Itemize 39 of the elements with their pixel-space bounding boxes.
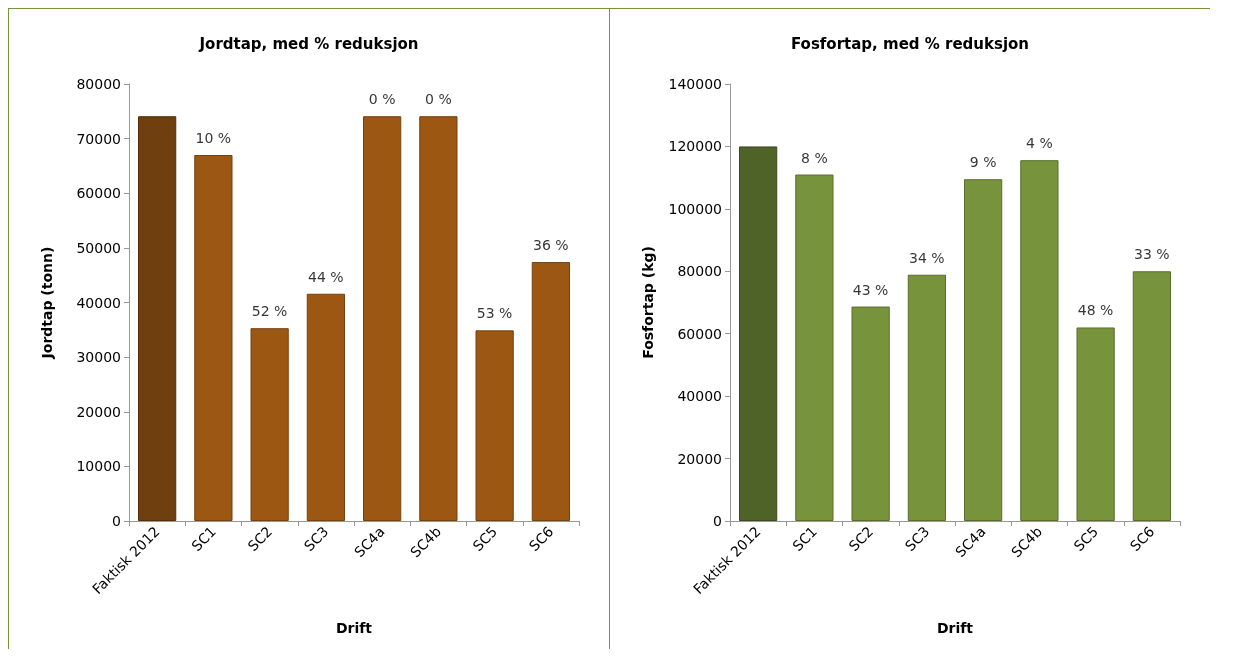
x-tick-label: SC1: [789, 523, 821, 555]
annotation: 34 %: [909, 249, 945, 266]
y-tick-label: 0: [713, 513, 722, 529]
y-tick-label: 20000: [76, 403, 121, 420]
x-tick-label: SC1: [188, 523, 220, 555]
y-tick-label: 100000: [668, 200, 722, 217]
annotation: 4 %: [1026, 135, 1053, 152]
y-axis-title: Fosfortap (kg): [640, 246, 656, 359]
annotation: 48 %: [1077, 302, 1114, 319]
annotation: 33 %: [1134, 246, 1170, 263]
y-tick-label: 60000: [677, 325, 722, 342]
annotation: 53 %: [476, 305, 513, 322]
annotation: 10 %: [195, 130, 232, 147]
y-tick-label: 40000: [677, 388, 722, 405]
annotation: 52 %: [251, 303, 288, 320]
y-tick-label: 30000: [76, 349, 121, 366]
y-tick-label: 80000: [677, 263, 722, 280]
y-tick-label: 0: [112, 513, 121, 529]
x-axis-title: Drift: [936, 620, 974, 636]
y-tick-label: 40000: [76, 294, 121, 311]
y-tick-label: 10000: [76, 458, 121, 475]
y-tick-label: 140000: [668, 76, 722, 92]
y-tick-label: 70000: [76, 130, 121, 147]
chart-title: Fosfortap, med % reduksjon: [790, 34, 1030, 53]
y-tick-label: 60000: [76, 185, 121, 202]
y-tick-label: 50000: [76, 239, 121, 256]
y-tick-label: 120000: [668, 138, 722, 155]
y-tick-label: 80000: [76, 76, 121, 92]
chart-title: Jordtap, med % reduksjon: [198, 34, 419, 53]
y-tick-label: 20000: [677, 450, 722, 467]
annotation: 9 %: [969, 154, 997, 171]
annotation: 36 %: [533, 237, 569, 254]
x-axis-title: Drift: [335, 620, 373, 636]
annotation: 0 %: [425, 91, 452, 108]
annotation: 0 %: [368, 91, 396, 108]
y-axis-title: Jordtap (tonn): [39, 246, 55, 360]
annotation: 43 %: [852, 281, 889, 298]
annotation: 8 %: [801, 149, 828, 166]
annotation: 44 %: [308, 268, 344, 285]
